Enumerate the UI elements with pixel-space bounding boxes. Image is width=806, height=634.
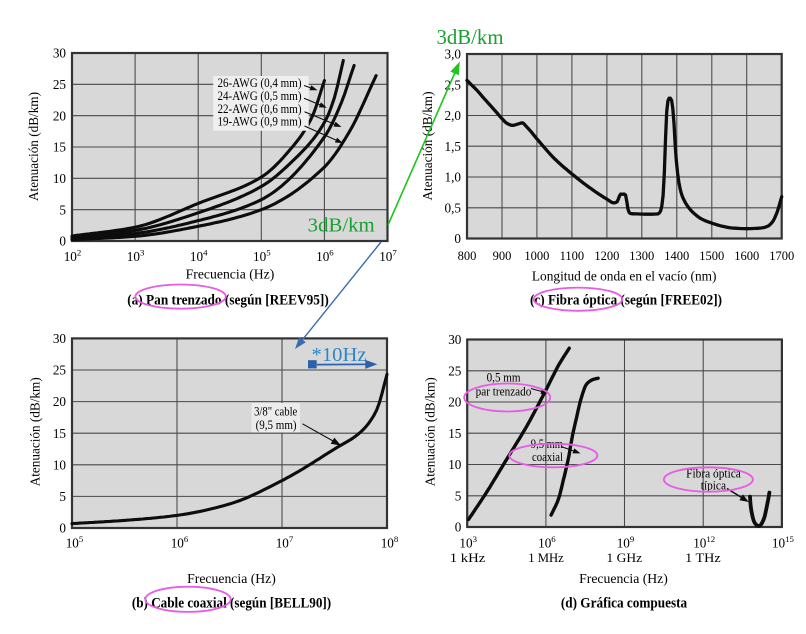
svg-text:30: 30 bbox=[53, 46, 67, 61]
svg-text:800: 800 bbox=[458, 249, 477, 263]
svg-text:1 MHz: 1 MHz bbox=[528, 550, 564, 565]
svg-text:Fibra óptica: Fibra óptica bbox=[686, 467, 741, 481]
svg-text:Longitud de onda en el vacío (: Longitud de onda en el vacío (nm) bbox=[532, 270, 717, 285]
svg-text:30: 30 bbox=[448, 332, 462, 347]
svg-text:25: 25 bbox=[53, 363, 67, 378]
svg-text:15: 15 bbox=[53, 140, 67, 155]
svg-text:1600: 1600 bbox=[734, 249, 759, 263]
svg-text:1300: 1300 bbox=[629, 249, 654, 263]
svg-text:5: 5 bbox=[455, 488, 462, 503]
svg-text:1500: 1500 bbox=[699, 249, 724, 263]
svg-text:20: 20 bbox=[53, 394, 67, 409]
svg-text:19-AWG (0,9 mm): 19-AWG (0,9 mm) bbox=[218, 115, 302, 129]
svg-text:30: 30 bbox=[53, 331, 67, 346]
svg-text:3dB/km: 3dB/km bbox=[437, 25, 504, 49]
svg-text:3/8" cable: 3/8" cable bbox=[254, 404, 297, 418]
svg-text:0: 0 bbox=[455, 520, 462, 535]
svg-text:15: 15 bbox=[53, 426, 67, 441]
svg-text:Atenuación (dB/km): Atenuación (dB/km) bbox=[27, 92, 42, 201]
svg-text:1200: 1200 bbox=[594, 249, 619, 263]
svg-text:900: 900 bbox=[493, 249, 512, 263]
svg-text:15: 15 bbox=[448, 426, 462, 441]
svg-text:(9,5 mm): (9,5 mm) bbox=[256, 418, 297, 432]
svg-text:5: 5 bbox=[59, 202, 66, 217]
svg-text:coaxial: coaxial bbox=[532, 450, 564, 464]
svg-text:10: 10 bbox=[53, 171, 67, 186]
svg-text:10: 10 bbox=[448, 457, 462, 472]
svg-text:5: 5 bbox=[59, 489, 66, 504]
svg-text:(d) Gráfica compuesta: (d) Gráfica compuesta bbox=[561, 595, 688, 611]
svg-text:Frecuencia (Hz): Frecuencia (Hz) bbox=[186, 268, 275, 283]
svg-text:0: 0 bbox=[59, 234, 66, 249]
svg-text:1,0: 1,0 bbox=[445, 170, 462, 185]
svg-text:par trenzado: par trenzado bbox=[476, 385, 532, 399]
svg-text:1000: 1000 bbox=[524, 249, 549, 263]
svg-text:Atenuación (dB/km): Atenuación (dB/km) bbox=[424, 377, 439, 486]
svg-text:1,5: 1,5 bbox=[445, 139, 462, 154]
svg-text:2,0: 2,0 bbox=[445, 108, 462, 123]
svg-text:(c) Fibra óptica (según [FREE0: (c) Fibra óptica (según [FREE02]) bbox=[530, 293, 722, 309]
svg-text:25: 25 bbox=[448, 363, 462, 378]
svg-text:0,5: 0,5 bbox=[445, 200, 462, 215]
svg-text:Atenuación (dB/km): Atenuación (dB/km) bbox=[29, 377, 44, 486]
svg-text:22-AWG (0,6 mm): 22-AWG (0,6 mm) bbox=[218, 102, 302, 116]
svg-text:0: 0 bbox=[59, 521, 66, 536]
svg-text:*10Hz: *10Hz bbox=[312, 344, 367, 366]
svg-text:1 kHz: 1 kHz bbox=[450, 550, 486, 565]
svg-text:20: 20 bbox=[448, 395, 462, 410]
svg-text:24-AWG (0,5 mm): 24-AWG (0,5 mm) bbox=[218, 89, 302, 103]
svg-text:(b) Cable coaxial (según [BELL: (b) Cable coaxial (según [BELL90]) bbox=[132, 595, 331, 611]
svg-text:1100: 1100 bbox=[560, 249, 585, 263]
svg-text:(a) Pan trenzado (según [REEV9: (a) Pan trenzado (según [REEV95]) bbox=[127, 293, 329, 309]
svg-text:25: 25 bbox=[53, 77, 67, 92]
svg-text:Atenuación (dB/km): Atenuación (dB/km) bbox=[421, 91, 436, 200]
svg-text:Frecuencia (Hz): Frecuencia (Hz) bbox=[579, 572, 668, 587]
svg-text:1400: 1400 bbox=[664, 249, 689, 263]
svg-text:1 THz: 1 THz bbox=[685, 550, 721, 565]
svg-text:10: 10 bbox=[53, 457, 67, 472]
svg-text:típica: típica bbox=[701, 479, 727, 493]
svg-text:26-AWG (0,4 mm): 26-AWG (0,4 mm) bbox=[218, 76, 302, 90]
svg-text:0,5 mm: 0,5 mm bbox=[487, 371, 521, 385]
svg-text:Frecuencia (Hz): Frecuencia (Hz) bbox=[187, 572, 276, 587]
svg-text:3,0: 3,0 bbox=[445, 47, 462, 62]
svg-text:3dB/km: 3dB/km bbox=[308, 215, 375, 236]
svg-text:0: 0 bbox=[454, 231, 461, 246]
svg-text:20: 20 bbox=[53, 108, 67, 123]
svg-text:1700: 1700 bbox=[769, 249, 794, 263]
svg-text:1 GHz: 1 GHz bbox=[607, 550, 643, 565]
